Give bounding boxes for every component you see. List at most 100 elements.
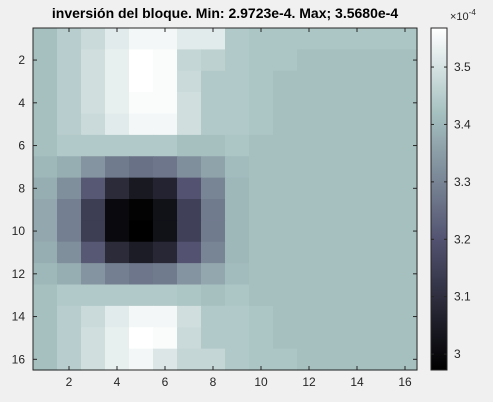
heatmap-cell — [33, 263, 58, 286]
heatmap-cell — [225, 134, 250, 157]
heatmap-cell — [345, 305, 370, 328]
heatmap-cell — [249, 241, 274, 264]
heatmap-cell — [345, 348, 370, 371]
heatmap-cell — [321, 70, 346, 93]
heatmap-cell — [273, 284, 298, 307]
colorbar-tick-label: 3.2 — [454, 232, 471, 246]
heatmap-cell — [345, 28, 370, 50]
heatmap-cell — [129, 263, 154, 286]
heatmap-cell — [81, 28, 106, 50]
heatmap-cell — [249, 199, 274, 221]
heatmap-cell — [33, 134, 58, 157]
heatmap-cell — [249, 177, 274, 200]
heatmap-cell — [273, 220, 298, 243]
heatmap-cell — [81, 70, 106, 93]
colorbar-tick-label: 3.5 — [454, 60, 471, 74]
heatmap-cell — [345, 113, 370, 136]
x-axis-ticks: 2 4 6 8 10 12 14 16 — [66, 28, 412, 389]
heatmap-cell — [321, 28, 346, 50]
heatmap-cell — [201, 156, 226, 179]
heatmap-cell — [297, 49, 322, 72]
heatmap-cell — [33, 327, 58, 350]
heatmap-cell — [105, 49, 130, 72]
heatmap-cell — [369, 348, 394, 371]
heatmap-cell — [273, 70, 298, 93]
heatmap-cell — [225, 263, 250, 286]
heatmap-cell — [345, 134, 370, 157]
x-tick-label: 8 — [210, 375, 217, 389]
heatmap-cell — [129, 348, 154, 371]
heatmap-cell — [321, 156, 346, 179]
heatmap-cell — [129, 113, 154, 136]
heatmap-cell — [33, 156, 58, 179]
heatmap-cell — [273, 327, 298, 350]
heatmap-cell — [393, 49, 418, 72]
heatmap-cell — [273, 348, 298, 371]
heatmap-cell — [345, 92, 370, 115]
heatmap-cell — [129, 49, 154, 72]
y-tick-label: 4 — [18, 96, 25, 110]
heatmap-cell — [273, 92, 298, 115]
heatmap-cell — [177, 49, 202, 72]
heatmap-cell — [177, 305, 202, 328]
heatmap-cell — [33, 199, 58, 221]
heatmap-cell — [177, 241, 202, 264]
heatmap-cell — [105, 28, 130, 50]
heatmap-cell — [249, 113, 274, 136]
heatmap-cell — [369, 284, 394, 307]
heatmap-cell — [225, 305, 250, 328]
heatmap-cell — [273, 134, 298, 157]
heatmap-cell — [393, 156, 418, 179]
heatmap-cell — [105, 177, 130, 200]
y-tick-label: 12 — [12, 267, 26, 281]
heatmap-cell — [177, 70, 202, 93]
heatmap-cell — [321, 348, 346, 371]
heatmap-cell — [33, 177, 58, 200]
heatmap-cell — [321, 305, 346, 328]
heatmap-cell — [345, 156, 370, 179]
heatmap-cell — [225, 92, 250, 115]
heatmap-cell — [57, 263, 82, 286]
heatmap-cell — [33, 305, 58, 328]
heatmap-cell — [129, 177, 154, 200]
heatmap-cell — [297, 284, 322, 307]
heatmap-cell — [81, 156, 106, 179]
heatmap-cell — [105, 241, 130, 264]
heatmap-cell — [177, 327, 202, 350]
heatmap-cell — [57, 241, 82, 264]
colorbar-multiplier: ×10-4 — [450, 8, 476, 23]
heatmap-cell — [297, 92, 322, 115]
heatmap-cell — [81, 49, 106, 72]
colorbar-tick-label: 3 — [454, 347, 461, 361]
heatmap-cell — [105, 327, 130, 350]
heatmap-cell — [153, 199, 178, 221]
heatmap-cell — [393, 348, 418, 371]
heatmap-cell — [369, 92, 394, 115]
heatmap-cell — [33, 220, 58, 243]
heatmap-cell — [201, 348, 226, 371]
heatmap-cell — [33, 113, 58, 136]
heatmap-cell — [129, 284, 154, 307]
heatmap-cell — [369, 113, 394, 136]
heatmap-cell — [345, 220, 370, 243]
heatmap-cell — [369, 177, 394, 200]
heatmap-cell — [33, 92, 58, 115]
heatmap-cell — [153, 220, 178, 243]
heatmap-cell — [33, 284, 58, 307]
heatmap-cell — [249, 49, 274, 72]
heatmap-cell — [81, 305, 106, 328]
heatmap-cell — [81, 284, 106, 307]
heatmap-cell — [321, 327, 346, 350]
heatmap-cell — [225, 241, 250, 264]
heatmap-cell — [153, 113, 178, 136]
heatmap-cell — [177, 220, 202, 243]
heatmap-cell — [129, 220, 154, 243]
y-tick-label: 6 — [18, 139, 25, 153]
heatmap-cell — [249, 263, 274, 286]
heatmap-cell — [105, 284, 130, 307]
colorbar-box — [430, 27, 448, 371]
heatmap-cell — [393, 70, 418, 93]
heatmap-cell — [273, 263, 298, 286]
heatmap-cell — [393, 92, 418, 115]
heatmap-cell — [249, 305, 274, 328]
